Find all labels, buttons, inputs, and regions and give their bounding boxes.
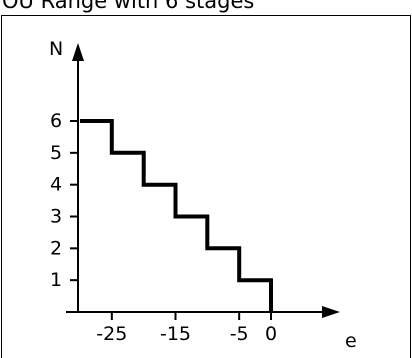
y-tick-label: 4: [50, 174, 62, 196]
y-axis-arrow: [72, 43, 84, 61]
x-ticks: -25 -15 -5 0: [96, 312, 277, 345]
chart-frame: [1, 15, 411, 358]
x-axis-label: e: [345, 330, 357, 352]
axes: [66, 43, 340, 318]
y-tick-label: 2: [50, 237, 62, 259]
x-tick-label: 0: [265, 323, 277, 345]
y-ticks: 1 2 3 4 5 6: [50, 110, 78, 291]
y-tick-label: 3: [50, 206, 62, 228]
x-tick-label: -5: [230, 323, 249, 345]
y-axis-label: N: [49, 38, 63, 60]
series-layer: [80, 119, 273, 312]
x-axis-arrow: [322, 306, 340, 318]
y-tick-label: 5: [50, 142, 62, 164]
chart-title: OU Range with 6 stages: [2, 0, 255, 13]
y-tick-label: 6: [50, 110, 62, 132]
y-tick-label: 1: [50, 269, 62, 291]
step-series-line: [80, 119, 273, 312]
x-tick-label: -25: [96, 323, 127, 345]
x-tick-label: -15: [160, 323, 191, 345]
